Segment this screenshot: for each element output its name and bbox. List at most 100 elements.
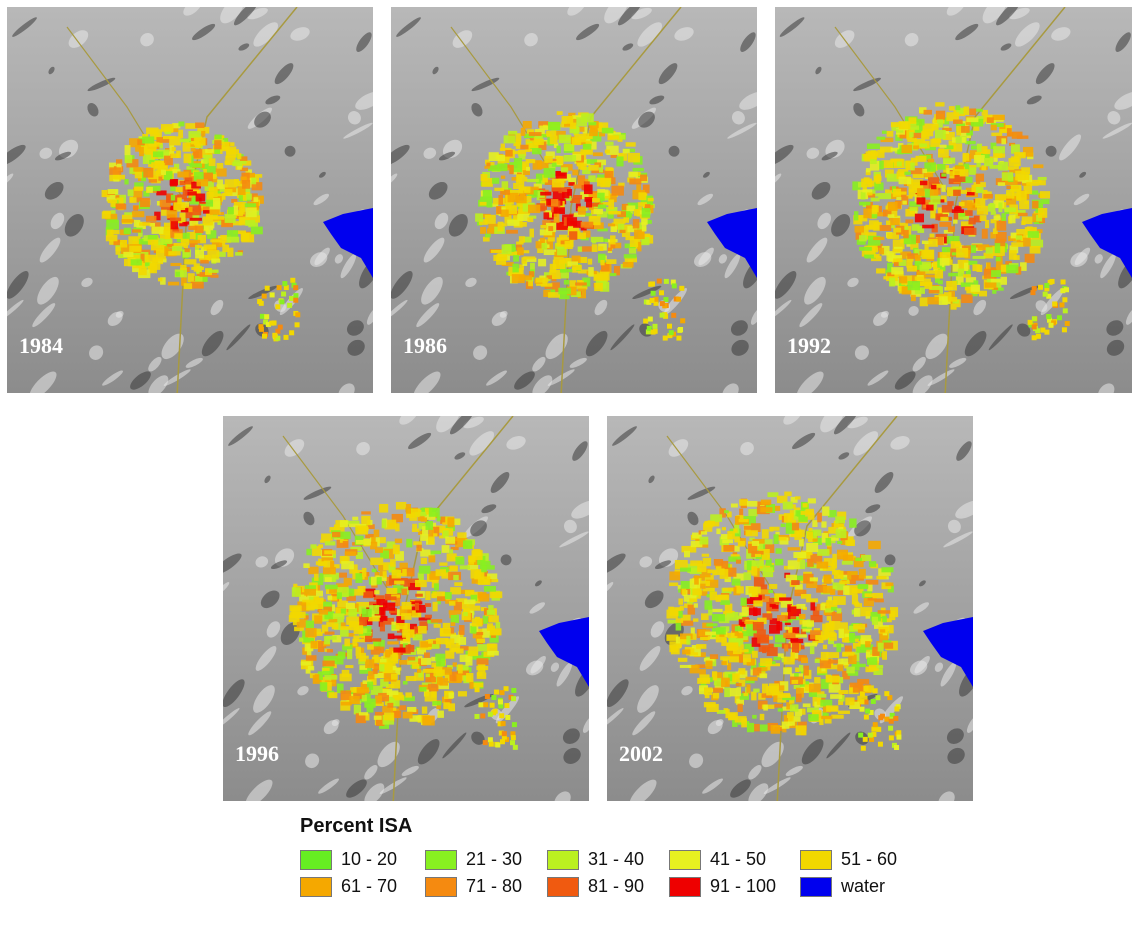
urban-patch [459,637,466,645]
urban-patch [572,170,578,176]
urban-patch [583,144,591,150]
urban-patch [1044,283,1049,288]
urban-patch [810,601,815,610]
urban-patch [899,177,912,185]
urban-patch [485,694,490,699]
urban-patch [194,151,199,157]
urban-patch [879,248,884,255]
urban-patch [680,318,685,323]
urban-patch [295,312,300,317]
urban-patch [552,179,564,188]
urban-patch [1065,321,1070,326]
urban-patch [412,529,420,532]
urban-patch [837,541,842,544]
urban-patch [837,608,842,613]
urban-patch [348,608,357,617]
urban-patch [308,567,318,575]
urban-patch [472,550,483,560]
urban-patch [481,178,492,187]
urban-patch [732,673,740,682]
urban-patch [600,260,604,265]
urban-patch [421,517,427,521]
urban-patch [955,165,964,169]
urban-patch [880,225,892,231]
urban-patch [809,684,821,693]
urban-patch [704,600,712,609]
urban-patch [737,704,742,712]
urban-patch [932,138,941,143]
urban-patch [909,132,913,137]
urban-patch [893,716,898,721]
urban-patch [251,178,256,185]
urban-patch [948,226,955,232]
urban-patch [361,516,370,525]
urban-patch [205,149,213,153]
urban-patch [893,228,901,233]
urban-patch [488,737,493,742]
urban-patch [358,586,366,592]
urban-patch [171,195,175,201]
urban-patch [808,498,816,503]
urban-patch [724,687,730,697]
urban-patch [523,121,532,129]
urban-patch [440,628,451,636]
urban-patch [873,688,878,693]
urban-patch [251,227,263,235]
urban-patch [128,189,134,196]
urban-patch [803,666,808,676]
urban-patch [194,263,200,271]
urban-patch [783,667,792,674]
urban-patch [938,149,949,157]
urban-patch [181,239,189,245]
urban-patch [985,282,997,287]
urban-patch [821,521,826,527]
urban-patch [1015,171,1025,181]
urban-patch [390,655,398,662]
urban-patch [605,150,610,154]
urban-patch [1018,213,1028,216]
urban-patch [623,262,634,268]
urban-patch [191,148,195,152]
urban-patch [699,674,709,682]
urban-patch [722,540,733,544]
urban-patch [858,733,863,738]
urban-patch [330,561,334,569]
urban-patch [464,600,475,605]
urban-patch [494,188,504,191]
urban-patch [425,692,437,702]
urban-patch [801,511,812,515]
urban-patch [103,211,111,215]
urban-patch [761,500,771,505]
urban-patch [548,292,560,298]
urban-patch [946,281,957,291]
urban-patch [856,647,866,653]
urban-patch [459,625,465,635]
urban-patch [526,167,530,171]
urban-patch [281,291,286,296]
urban-patch [134,186,143,190]
urban-patch [657,279,662,284]
urban-patch [723,588,736,592]
urban-patch [190,218,202,221]
urban-patch [629,178,641,184]
urban-patch [161,210,167,216]
urban-patch [176,272,180,277]
urban-patch [995,243,1000,253]
urban-patch [971,285,980,292]
urban-patch [382,520,387,529]
urban-patch [927,297,940,304]
urban-patch [963,274,971,277]
urban-patch [876,576,886,579]
urban-patch [803,503,808,507]
urban-patch [465,656,472,665]
urban-patch [769,584,777,589]
urban-patch [480,227,486,234]
urban-patch [839,690,849,694]
legend-label: 21 - 30 [466,849,522,870]
urban-patch [865,593,874,597]
urban-patch [996,221,1006,231]
urban-patch [792,523,799,531]
urban-patch [996,257,1001,261]
urban-patch [419,687,426,691]
urban-patch [889,719,894,724]
